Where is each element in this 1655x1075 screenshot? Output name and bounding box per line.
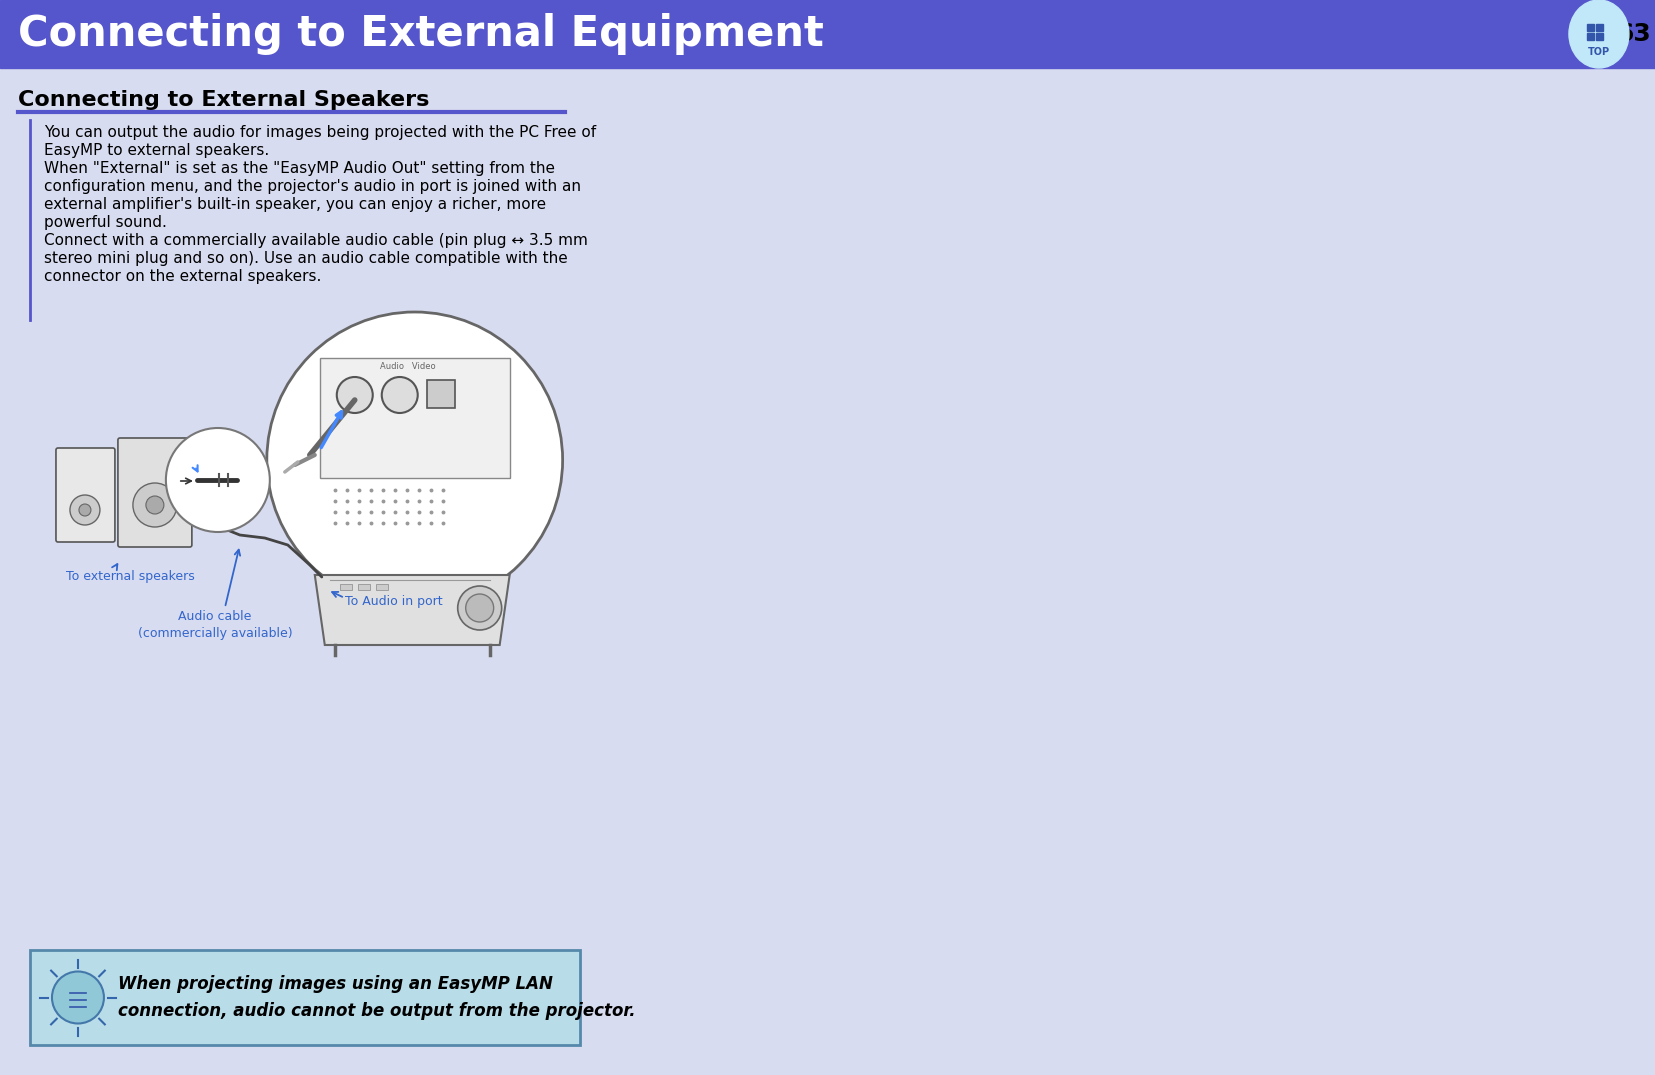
Bar: [0, 0, 1653, 68]
Text: To Audio in port: To Audio in port: [344, 594, 442, 608]
Bar: [357, 584, 369, 590]
Circle shape: [166, 428, 270, 532]
Bar: [1595, 24, 1602, 31]
Text: Connect with a commercially available audio cable (pin plug ↔ 3.5 mm: Connect with a commercially available au…: [45, 233, 588, 248]
Circle shape: [336, 377, 372, 413]
FancyBboxPatch shape: [118, 438, 192, 547]
Circle shape: [79, 504, 91, 516]
Bar: [1595, 33, 1602, 40]
FancyBboxPatch shape: [319, 358, 510, 478]
FancyBboxPatch shape: [56, 448, 114, 542]
Text: external amplifier's built-in speaker, you can enjoy a richer, more: external amplifier's built-in speaker, y…: [45, 197, 546, 212]
Bar: [427, 379, 455, 408]
Bar: [376, 584, 387, 590]
Text: stereo mini plug and so on). Use an audio cable compatible with the: stereo mini plug and so on). Use an audi…: [45, 250, 568, 266]
Ellipse shape: [1567, 0, 1629, 68]
Text: EasyMP to external speakers.: EasyMP to external speakers.: [45, 143, 270, 158]
Text: Audio   Video: Audio Video: [379, 362, 435, 371]
Text: To external speakers: To external speakers: [66, 570, 194, 583]
Circle shape: [132, 483, 177, 527]
FancyBboxPatch shape: [30, 950, 579, 1045]
Bar: [339, 584, 351, 590]
Text: You can output the audio for images being projected with the PC Free of: You can output the audio for images bein…: [45, 125, 596, 140]
Circle shape: [70, 494, 99, 525]
Circle shape: [382, 377, 417, 413]
Text: Audio cable
(commercially available): Audio cable (commercially available): [137, 610, 291, 640]
Text: When projecting images using an EasyMP LAN
connection, audio cannot be output fr: When projecting images using an EasyMP L…: [118, 975, 636, 1020]
Text: TOP: TOP: [1587, 47, 1609, 57]
Circle shape: [146, 496, 164, 514]
Text: When "External" is set as the "EasyMP Audio Out" setting from the: When "External" is set as the "EasyMP Au…: [45, 161, 554, 176]
Text: Connecting to External Equipment: Connecting to External Equipment: [18, 13, 824, 55]
Text: Connecting to External Speakers: Connecting to External Speakers: [18, 90, 429, 110]
Circle shape: [457, 586, 501, 630]
Bar: [1585, 33, 1594, 40]
Circle shape: [465, 594, 493, 622]
Circle shape: [266, 312, 563, 608]
Text: powerful sound.: powerful sound.: [45, 215, 167, 230]
Text: configuration menu, and the projector's audio in port is joined with an: configuration menu, and the projector's …: [45, 180, 581, 194]
Text: connector on the external speakers.: connector on the external speakers.: [45, 269, 321, 284]
Text: 63: 63: [1615, 22, 1650, 46]
Polygon shape: [314, 575, 510, 645]
Bar: [1585, 24, 1594, 31]
Circle shape: [51, 972, 104, 1023]
